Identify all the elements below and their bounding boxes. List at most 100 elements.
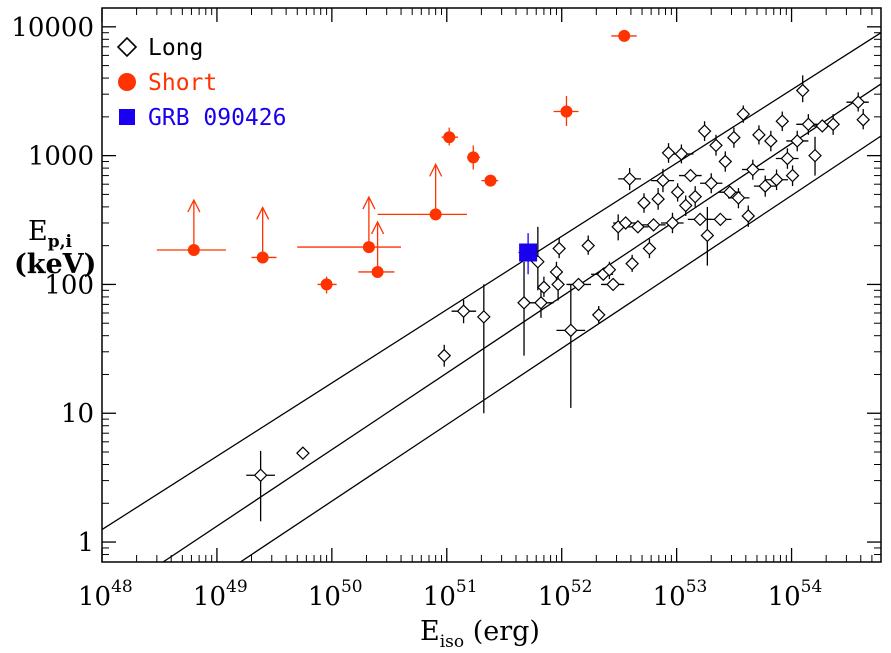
long-grb-point	[856, 112, 871, 127]
x-tick-label: 1052	[538, 577, 593, 612]
x-axis-label-main: E	[420, 616, 440, 647]
long-grb-point	[552, 241, 567, 256]
long-grb-point	[437, 348, 452, 363]
long-grb-point	[253, 468, 268, 483]
x-tick-exponent: 50	[341, 577, 363, 597]
long-grb-point	[678, 198, 693, 213]
y-axis-label-sub: p,i	[48, 232, 73, 252]
legend-marker-grb-090426	[119, 109, 135, 125]
long-grb-point	[537, 280, 551, 295]
long-grb-point	[752, 127, 766, 142]
lower-limit-arrowhead	[256, 205, 270, 220]
legend-marker-long	[116, 36, 138, 58]
y-axis-label-main: E	[28, 216, 48, 247]
long-grb-point	[602, 262, 617, 277]
lower-limit-arrowhead	[371, 220, 385, 235]
y-tick-label: 10000	[11, 13, 94, 43]
long-grb-point	[688, 189, 703, 204]
data-markers	[187, 29, 871, 483]
short-grb-point	[187, 244, 200, 257]
short-grb-point	[618, 29, 631, 42]
x-tick-base: 10	[768, 582, 801, 612]
long-grb-point	[296, 446, 310, 460]
long-grb-point	[780, 151, 795, 166]
long-grb-point	[549, 265, 564, 279]
y-tick-label: 1000	[28, 142, 94, 172]
x-tick-exponent: 54	[801, 577, 823, 597]
correlation-line-1	[102, 32, 881, 531]
x-tick-base: 10	[653, 582, 686, 612]
long-grb-point	[591, 308, 606, 322]
axis-ticks	[101, 8, 881, 563]
y-tick-label: 10	[61, 399, 94, 429]
y-axis-label-unit: (keV)	[14, 249, 96, 280]
y-axis-label: Ep,i	[28, 216, 73, 252]
lower-limit-arrowhead	[429, 162, 443, 177]
long-grb-point	[704, 176, 719, 191]
long-grb-point	[674, 147, 689, 161]
x-tick-exponent: 52	[571, 577, 593, 597]
long-grb-point	[571, 277, 586, 292]
lower-limit-arrowhead	[362, 195, 376, 210]
long-grb-point	[709, 138, 723, 153]
long-grb-point	[727, 130, 741, 145]
tick-labels: 1048 1049 1050 1051 1052 1053 1054110100100010…	[11, 13, 822, 612]
long-grb-point	[763, 134, 778, 148]
short-grb-point	[371, 265, 384, 278]
long-grb-point	[790, 134, 805, 148]
x-tick-exponent: 49	[226, 577, 248, 597]
long-grb-point	[815, 119, 830, 133]
x-tick-label: 1051	[423, 577, 478, 612]
long-grb-point	[606, 277, 620, 292]
long-grb-point	[697, 124, 712, 138]
long-grb-point	[851, 95, 866, 110]
short-grb-point	[560, 105, 573, 118]
long-grb-point	[736, 107, 751, 121]
long-grb-point	[581, 238, 596, 253]
correlation-line-3	[240, 135, 881, 562]
short-grb-point	[362, 241, 375, 254]
legend-label: Long	[148, 35, 203, 61]
short-grb-point	[320, 278, 333, 291]
short-grb-point	[443, 131, 456, 144]
long-grb-point	[745, 162, 760, 177]
long-grb-point	[731, 191, 746, 205]
x-tick-exponent: 51	[456, 577, 478, 597]
x-axis-label-unit: (erg)	[464, 616, 540, 647]
x-tick-exponent: 48	[111, 577, 133, 597]
long-grb-point	[826, 117, 840, 132]
long-grb-point	[722, 185, 737, 200]
long-grb-point	[534, 295, 548, 310]
x-tick-base: 10	[308, 582, 341, 612]
x-tick-label: 1053	[653, 577, 708, 612]
long-grb-point	[665, 216, 680, 230]
short-grb-point	[467, 151, 480, 164]
long-grb-point	[758, 179, 773, 193]
long-grb-point	[631, 219, 645, 234]
short-grb-point	[429, 208, 442, 221]
long-grb-point	[642, 241, 657, 256]
long-grb-point	[637, 195, 651, 210]
long-grb-point	[517, 295, 531, 310]
long-grb-point	[795, 83, 810, 98]
x-tick-base: 10	[423, 582, 456, 612]
long-grb-point	[618, 216, 633, 230]
grb-090426-point	[519, 243, 538, 262]
long-grb-point	[775, 114, 790, 129]
x-tick-label: 1054	[768, 577, 823, 612]
y-tick-label: 100	[44, 270, 94, 300]
long-grb-point	[741, 209, 756, 223]
legend-label: GRB 090426	[148, 105, 286, 131]
long-grb-point	[801, 117, 816, 132]
short-grb-point	[484, 174, 497, 187]
long-grb-point	[769, 172, 784, 187]
long-grb-point	[785, 168, 800, 183]
long-grb-point	[456, 304, 471, 319]
x-axis-label: Eiso (erg)	[420, 616, 540, 652]
long-grb-point	[661, 146, 676, 160]
x-tick-base: 10	[78, 582, 111, 612]
long-grb-point	[670, 185, 685, 200]
long-grb-point	[700, 228, 715, 243]
lower-limit-arrowhead	[187, 198, 201, 213]
x-tick-label: 1048	[78, 577, 133, 612]
